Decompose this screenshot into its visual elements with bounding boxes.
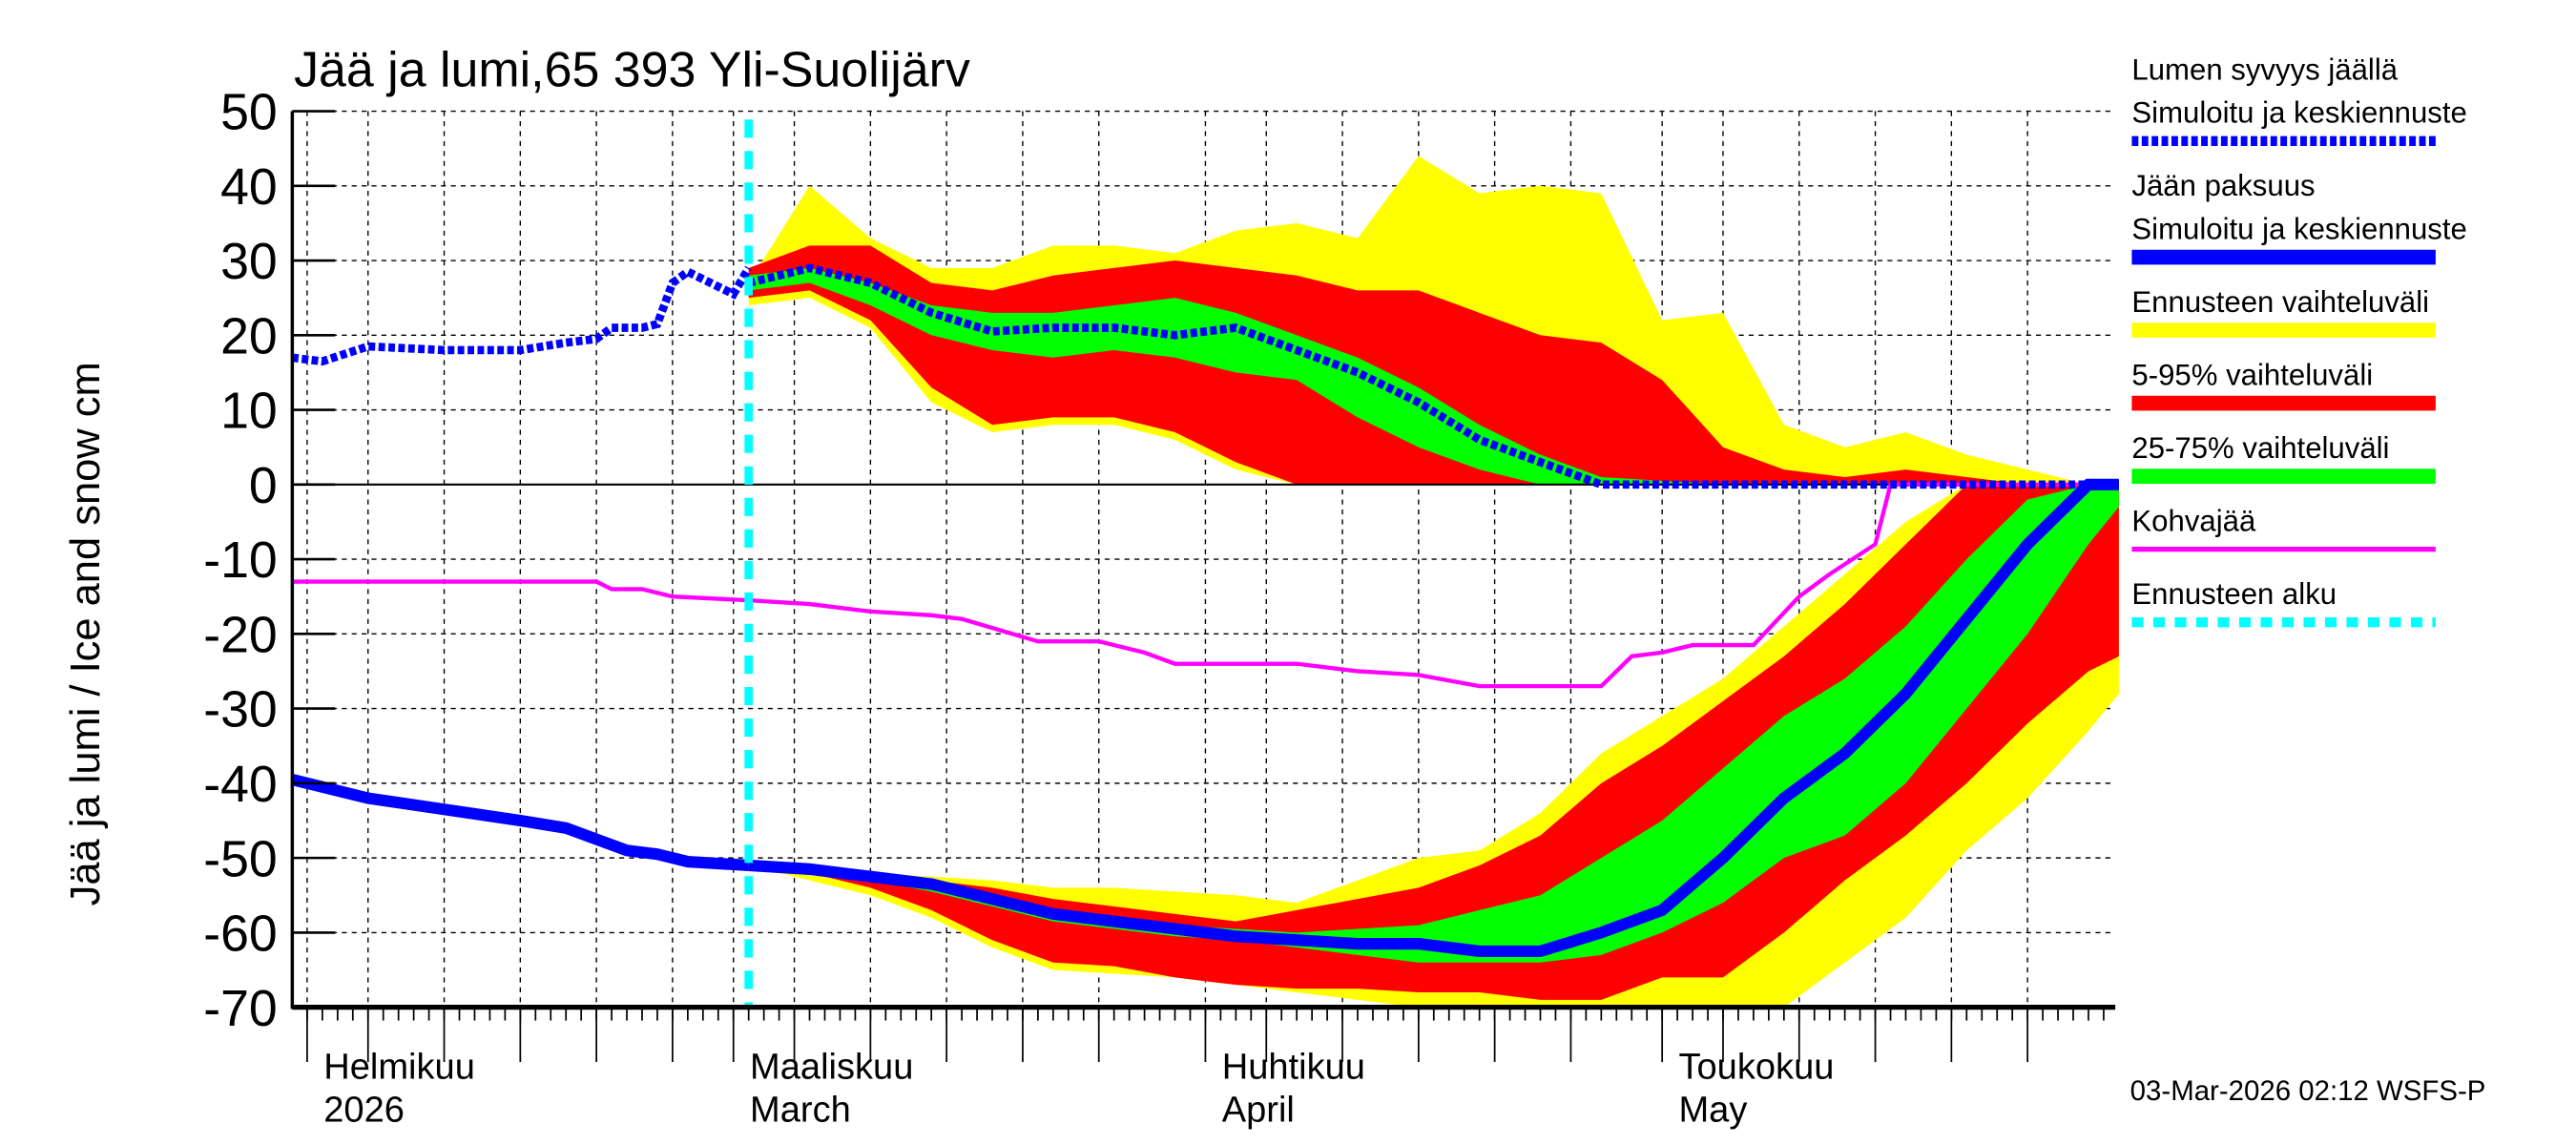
y-tick-label: -10 [203,531,278,589]
snow-median-line [747,263,2119,489]
month-label-sub: March [750,1090,851,1131]
legend-label: Ennusteen vaihteluväli [2131,285,2429,319]
legend-label: Lumen syvyys jäällä [2131,52,2398,86]
month-label-sub: May [1678,1090,1747,1131]
y-tick-label: -20 [203,606,278,663]
y-tick-label: 50 [220,84,278,141]
y-tick-label: 20 [220,307,278,364]
y-tick-label: 40 [220,158,278,216]
ice-median-line [748,478,2119,958]
legend-label-sub: Simuloitu ja keskiennuste [2131,212,2466,245]
ice-5-95-band [748,484,2119,1000]
timestamp: 03-Mar-2026 02:12 WSFS-P [2130,1075,2486,1107]
chart-title: Jää ja lumi,65 393 Yli-Suolijärv [294,42,970,97]
y-tick-label: -60 [203,905,278,962]
month-label-sub: 2026 [323,1090,405,1131]
legend-label: Kohvajää [2131,504,2256,537]
legend-label: 25-75% vaihteluväli [2131,431,2389,465]
legend-label: 5-95% vaihteluväli [2131,358,2373,391]
legend-label: Jään paksuus [2131,169,2315,202]
legend-label: Ennusteen alku [2131,577,2337,611]
snow-5-95-band [748,245,2119,485]
observed-snow-line [291,265,753,366]
bands [748,156,2119,1008]
month-label: Toukokuu [1678,1046,1834,1087]
y-tick-label: -50 [203,830,278,887]
y-tick-label: -30 [203,681,278,739]
observed-ice-line [290,774,750,872]
series-lines [290,119,2119,1008]
y-tick-label: -70 [203,980,278,1037]
y-tick-label: 10 [220,383,278,440]
axes: 50 40 30 20 10 0 -10 -20 -30 -40 -50 -60 -70 Helmikuu… [203,84,2116,1131]
month-label: Huhtikuu [1222,1046,1365,1087]
legend: Lumen syvyys jäällä Simuloitu ja keskienn… [2131,52,2467,628]
legend-label-sub: Simuloitu ja keskiennuste [2131,96,2466,130]
y-tick-label: 30 [220,233,278,290]
y-tick-label: 0 [249,457,278,514]
month-label: Maaliskuu [750,1046,913,1087]
month-label: Helmikuu [323,1046,475,1087]
snow-25-75-band [748,267,2119,485]
ice-25-75-band [748,484,2119,963]
y-tick-label: -40 [203,756,278,813]
y-axis-label: Jää ja lumi / Ice and snow cm [63,362,109,906]
month-label-sub: April [1222,1090,1295,1131]
slush-ice-line [291,482,2119,689]
